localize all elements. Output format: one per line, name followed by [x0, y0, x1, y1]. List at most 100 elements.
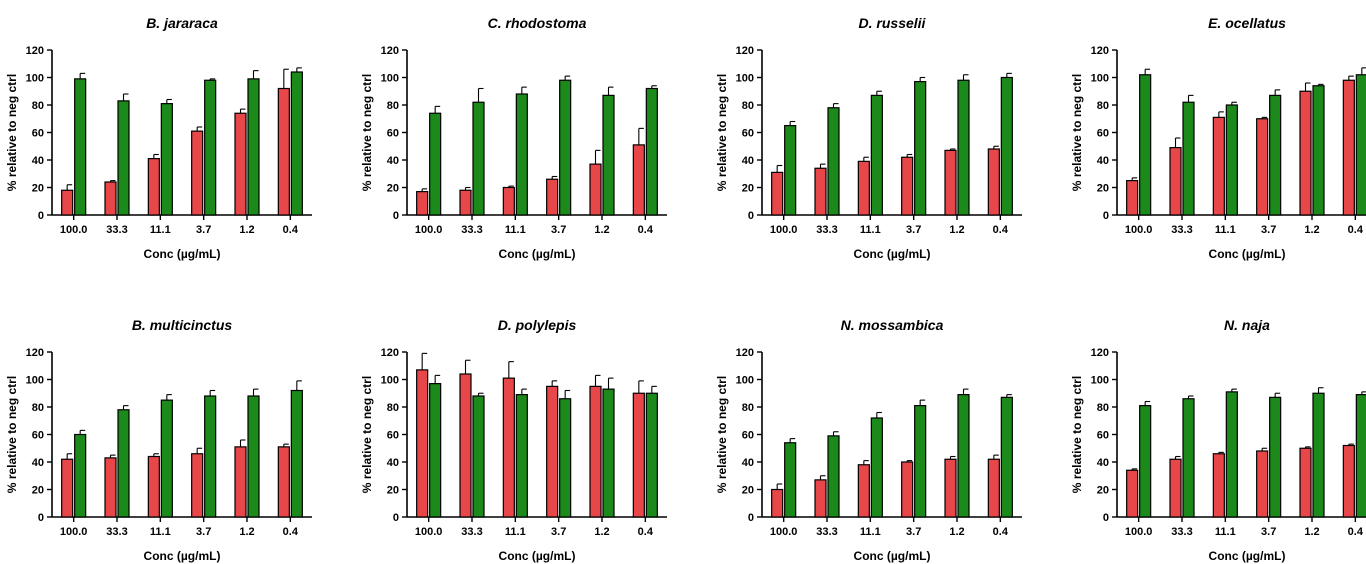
- x-tick-label: 1.2: [949, 224, 964, 236]
- bar: [104, 457, 117, 518]
- bar: [602, 94, 615, 216]
- bar: [771, 488, 784, 518]
- chart-panel: B. multicinctus 0 20 40 60 80 100 120 100.0 33.3 1…: [5, 317, 312, 563]
- y-tick-label: 120: [736, 347, 754, 359]
- bar: [416, 369, 429, 518]
- bar: [234, 112, 247, 216]
- bar: [277, 87, 290, 216]
- x-tick-label: 0.4: [283, 526, 299, 538]
- y-tick-label: 80: [387, 402, 399, 414]
- x-tick-label: 1.2: [239, 526, 254, 538]
- bar: [645, 392, 658, 518]
- y-axis-title: % relative to neg ctrl: [1070, 376, 1084, 493]
- bar: [1126, 180, 1139, 216]
- y-tick-label: 120: [26, 347, 44, 359]
- bar: [459, 373, 472, 518]
- y-axis-title: % relative to neg ctrl: [715, 74, 729, 191]
- bar: [429, 112, 442, 216]
- bar: [957, 79, 970, 216]
- bar: [1169, 147, 1182, 216]
- bar: [1342, 444, 1355, 518]
- y-axis-title: % relative to neg ctrl: [5, 376, 19, 493]
- bar: [1000, 396, 1013, 518]
- x-tick-label: 0.4: [1348, 224, 1364, 236]
- x-tick-label: 11.1: [860, 224, 881, 236]
- x-tick-label: 11.1: [860, 526, 881, 538]
- bar: [827, 435, 840, 518]
- bar: [546, 178, 559, 216]
- x-tick-label: 100.0: [415, 526, 443, 538]
- x-tick-label: 11.1: [150, 526, 171, 538]
- chart-panel: B. jararaca 0 20 40 60 80 100 120 100.0 33.3 11.1 3…: [5, 15, 312, 261]
- bar: [1225, 104, 1238, 216]
- y-tick-label: 0: [393, 512, 399, 524]
- y-tick-label: 60: [32, 128, 44, 140]
- y-tick-label: 20: [387, 183, 399, 195]
- y-tick-label: 100: [381, 375, 399, 387]
- panel-title: C. rhodostoma: [488, 15, 587, 31]
- bar: [1225, 391, 1238, 518]
- x-tick-label: 1.2: [594, 224, 609, 236]
- chart-panel: C. rhodostoma 0 20 40 60 80 100 120 100.0 33.3 11.…: [360, 15, 667, 261]
- x-tick-label: 100.0: [1125, 224, 1153, 236]
- x-tick-label: 0.4: [638, 526, 654, 538]
- x-axis-title: Conc (µg/mL): [1209, 247, 1286, 261]
- x-tick-label: 1.2: [594, 526, 609, 538]
- bar: [1139, 74, 1152, 216]
- bar: [914, 81, 927, 216]
- x-tick-label: 0.4: [993, 224, 1009, 236]
- bar: [771, 171, 784, 216]
- x-tick-label: 33.3: [461, 224, 482, 236]
- x-tick-label: 33.3: [106, 526, 127, 538]
- x-tick-label: 11.1: [1215, 224, 1236, 236]
- y-tick-label: 20: [32, 485, 44, 497]
- x-tick-label: 3.7: [551, 526, 566, 538]
- y-tick-label: 80: [1097, 402, 1109, 414]
- x-tick-label: 0.4: [638, 224, 654, 236]
- bar: [204, 79, 217, 216]
- x-tick-label: 3.7: [906, 526, 921, 538]
- bar: [857, 160, 870, 216]
- bar: [160, 103, 173, 216]
- bar: [546, 385, 559, 518]
- y-tick-label: 80: [32, 100, 44, 112]
- x-tick-label: 1.2: [949, 526, 964, 538]
- bar: [632, 144, 645, 216]
- x-tick-label: 33.3: [816, 526, 837, 538]
- bar: [784, 125, 797, 216]
- y-tick-label: 20: [742, 485, 754, 497]
- y-tick-label: 120: [1091, 347, 1109, 359]
- bar: [74, 78, 87, 216]
- bar: [1269, 396, 1282, 518]
- x-tick-label: 3.7: [1261, 224, 1276, 236]
- x-axis-title: Conc (µg/mL): [1209, 549, 1286, 563]
- bar: [277, 446, 290, 518]
- y-tick-label: 40: [1097, 155, 1109, 167]
- y-axis-title: % relative to neg ctrl: [360, 74, 374, 191]
- bar: [247, 395, 260, 518]
- y-tick-label: 60: [387, 430, 399, 442]
- bar: [247, 78, 260, 216]
- bar: [234, 446, 247, 518]
- bar: [515, 394, 528, 518]
- x-axis-title: Conc (µg/mL): [499, 247, 576, 261]
- y-tick-label: 40: [387, 457, 399, 469]
- y-tick-label: 40: [742, 457, 754, 469]
- bar: [147, 455, 160, 518]
- x-tick-label: 33.3: [816, 224, 837, 236]
- bar: [117, 100, 130, 216]
- y-axis-title: % relative to neg ctrl: [5, 74, 19, 191]
- x-tick-label: 100.0: [1125, 526, 1153, 538]
- y-tick-label: 40: [387, 155, 399, 167]
- bar: [645, 87, 658, 216]
- bar: [472, 101, 485, 216]
- bar: [559, 79, 572, 216]
- chart-panel: D. polylepis 0 20 40 60 80 100 120 100.0 33.3 11.1…: [360, 317, 667, 563]
- bar: [870, 417, 883, 518]
- bar: [160, 399, 173, 518]
- y-axis-title: % relative to neg ctrl: [1070, 74, 1084, 191]
- y-tick-label: 100: [381, 73, 399, 85]
- bar: [416, 191, 429, 216]
- bar: [1269, 94, 1282, 216]
- x-tick-label: 11.1: [505, 224, 526, 236]
